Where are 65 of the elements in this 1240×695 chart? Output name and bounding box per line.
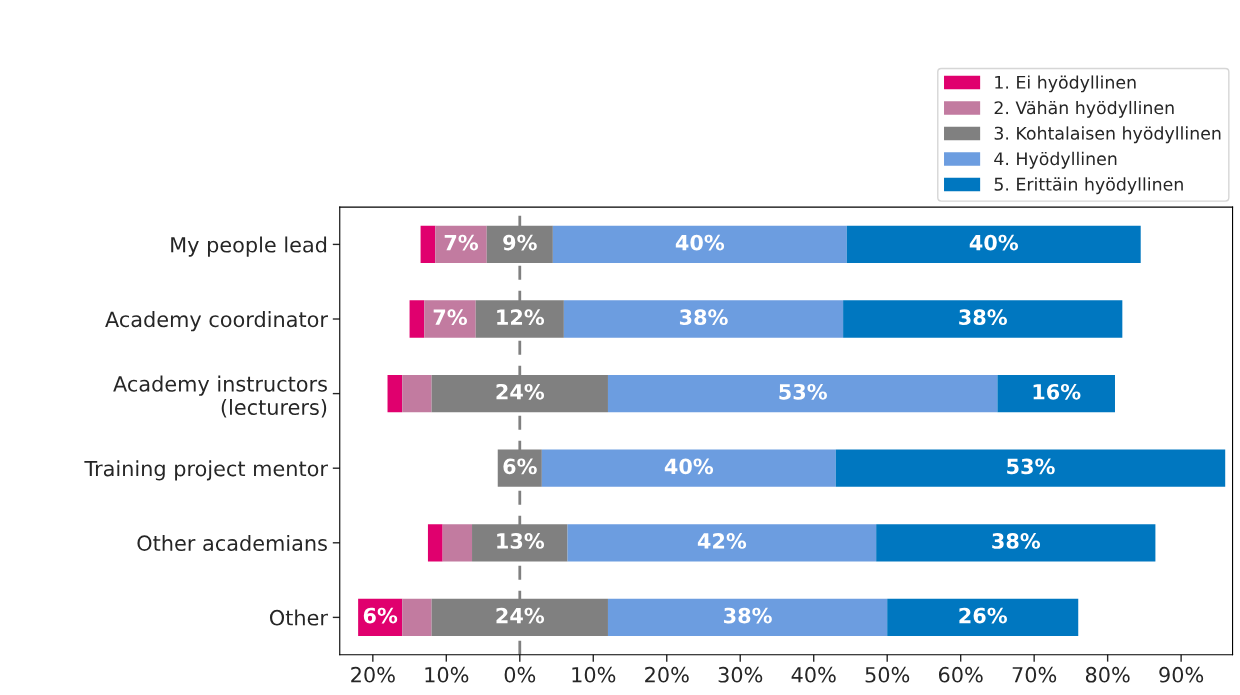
data-label: 12% — [497, 309, 545, 326]
data-label: 38% — [724, 607, 772, 624]
x-tick-label: 0% — [504, 666, 536, 683]
legend-label: 3. Kohtalaisen hyödyllinen — [994, 126, 1221, 144]
y-tick-label: Academy instructors (lecturers) — [113, 375, 327, 418]
bar — [607, 598, 888, 637]
x-tick-label: 10% — [572, 666, 616, 683]
bar — [427, 524, 443, 562]
bar — [835, 449, 1226, 487]
data-label: 9% — [503, 234, 537, 251]
data-label: 38% — [992, 533, 1041, 549]
data-label: 7% — [444, 234, 479, 251]
x-tick-label: 50% — [865, 666, 910, 683]
y-tick-label: Other academians — [137, 534, 327, 552]
data-label: 40% — [675, 234, 725, 251]
bar — [887, 598, 1079, 637]
x-tick-label: 40% — [791, 666, 836, 683]
bar — [846, 225, 1141, 264]
bar — [424, 300, 476, 338]
bar — [567, 524, 877, 562]
legend-label: 1. Ei hyödyllinen — [995, 75, 1136, 93]
bar — [409, 300, 425, 338]
bar — [442, 524, 473, 562]
bar — [997, 374, 1115, 413]
y-tick-label: Training project mentor — [84, 460, 328, 481]
bar — [843, 300, 1123, 338]
bar — [552, 225, 847, 264]
data-label: 13% — [497, 533, 545, 549]
bar — [402, 598, 432, 637]
data-label: 16% — [1033, 383, 1081, 400]
x-tick-label: 30% — [718, 666, 763, 683]
data-label: 40% — [664, 458, 714, 475]
x-tick-label: 80% — [1085, 666, 1130, 683]
data-label: 7% — [433, 309, 467, 326]
legend-label: 5. Erittäin hyödyllinen — [994, 177, 1183, 195]
data-label: 24% — [496, 383, 545, 400]
bar — [420, 225, 436, 264]
x-tick-label: 10% — [425, 666, 469, 683]
bar — [435, 225, 487, 264]
x-tick-label: 20% — [645, 666, 689, 683]
legend-label: 2. Vähän hyödyllinen — [994, 100, 1174, 118]
x-tick-label: 90% — [1159, 666, 1204, 683]
legend-label: 4. Hyödyllinen — [994, 151, 1117, 169]
bar — [563, 300, 844, 338]
x-tick-label: 20% — [351, 666, 395, 683]
bar — [876, 524, 1156, 562]
bar — [402, 374, 432, 413]
data-label: 42% — [697, 533, 747, 549]
data-label: 40% — [969, 234, 1019, 251]
x-tick-label: 70% — [1012, 666, 1057, 683]
data-label: 26% — [959, 607, 1007, 624]
bar — [387, 374, 403, 413]
data-label: 53% — [1007, 458, 1055, 475]
data-label: 53% — [779, 383, 827, 400]
y-tick-label: My people lead — [171, 236, 327, 257]
data-label: 24% — [496, 607, 545, 624]
data-label: 38% — [679, 309, 728, 326]
bar — [541, 449, 836, 487]
y-tick-label: Other — [269, 609, 328, 626]
y-tick-label: Academy coordinator — [105, 311, 328, 332]
bar — [607, 374, 998, 413]
data-label: 38% — [959, 309, 1007, 326]
data-label: 6% — [363, 607, 398, 624]
x-tick-label: 60% — [938, 666, 983, 683]
data-label: 6% — [503, 458, 537, 475]
